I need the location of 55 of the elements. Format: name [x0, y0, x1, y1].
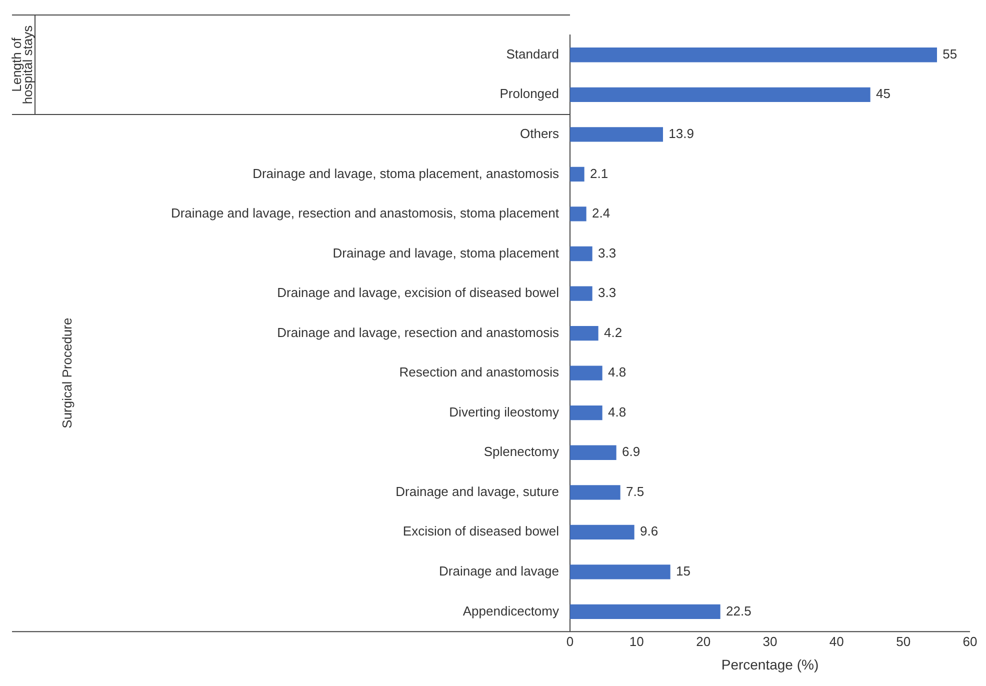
data-label: 55: [942, 46, 958, 62]
y-tick-label: Others: [520, 126, 560, 142]
x-tick-label: 60: [962, 634, 978, 649]
data-label: 2.1: [590, 166, 608, 181]
y-tick-label: Drainage and lavage, resection and anastomosis, stoma placement: [170, 206, 560, 221]
data-label: 4.8: [608, 404, 626, 420]
data-label: 2.4: [592, 206, 610, 221]
bar: [570, 48, 937, 62]
bar: [570, 564, 670, 580]
y-tick-label: Excision of diseased bowel: [402, 524, 560, 539]
bar: [570, 406, 602, 420]
data-label: 9.6: [640, 524, 658, 539]
bar: [570, 604, 720, 620]
x-tick-label: 0: [566, 634, 574, 649]
x-tick-label: 30: [762, 634, 778, 649]
data-label: 4.2: [604, 324, 622, 340]
bar: [570, 485, 620, 500]
x-tick-label: 50: [896, 634, 911, 649]
y-tick-label: Drainage and lavage, stoma placement: [332, 245, 560, 260]
bar: [570, 326, 598, 341]
data-label: 3.3: [598, 285, 616, 300]
bar: [570, 246, 592, 262]
bar: [570, 166, 584, 182]
bar: [570, 206, 586, 222]
y-tick-label: Drainage and lavage, suture: [396, 484, 559, 499]
text: Surgical Procedure: [60, 318, 75, 428]
bar: [570, 366, 602, 380]
y-tick-label: Resection and anastomosis: [399, 364, 560, 380]
data-label: 3.3: [598, 245, 616, 260]
data-label: 22.5: [726, 603, 752, 618]
y-tick-label: Diverting ileostomy: [449, 404, 560, 420]
data-label: 6.9: [622, 444, 640, 460]
y-tick-label: Drainage and lavage, stoma placement, anastomosis: [252, 166, 560, 181]
data-label: 15: [676, 564, 690, 579]
bar: [570, 127, 663, 142]
bar: [570, 445, 616, 460]
bar: [570, 286, 592, 301]
x-tick-label: 20: [696, 634, 711, 649]
bar: [570, 524, 634, 540]
y-tick-label: Drainage and lavage: [439, 564, 559, 579]
x-axis-title: Percentage (%): [721, 656, 819, 672]
x-tick-label: 40: [829, 634, 844, 649]
x-tick-label: 10: [629, 634, 644, 649]
y-tick-label: Drainage and lavage, excision of diseased bowel: [277, 285, 560, 300]
data-label: 7.5: [626, 484, 644, 499]
y-tick-label: Prolonged: [500, 86, 559, 102]
text: Length of hospital stays: [9, 24, 36, 104]
y-tick-label: Drainage and lavage, resection and anastomosis: [277, 324, 560, 340]
data-label: 45: [876, 86, 890, 102]
bar: [570, 87, 870, 102]
data-label: 4.8: [608, 364, 626, 380]
y-tick-label: Appendicectomy: [462, 603, 560, 618]
data-label: 13.9: [668, 126, 694, 142]
y-tick-label: Standard: [506, 46, 559, 62]
y-tick-label: Splenectomy: [484, 444, 560, 460]
